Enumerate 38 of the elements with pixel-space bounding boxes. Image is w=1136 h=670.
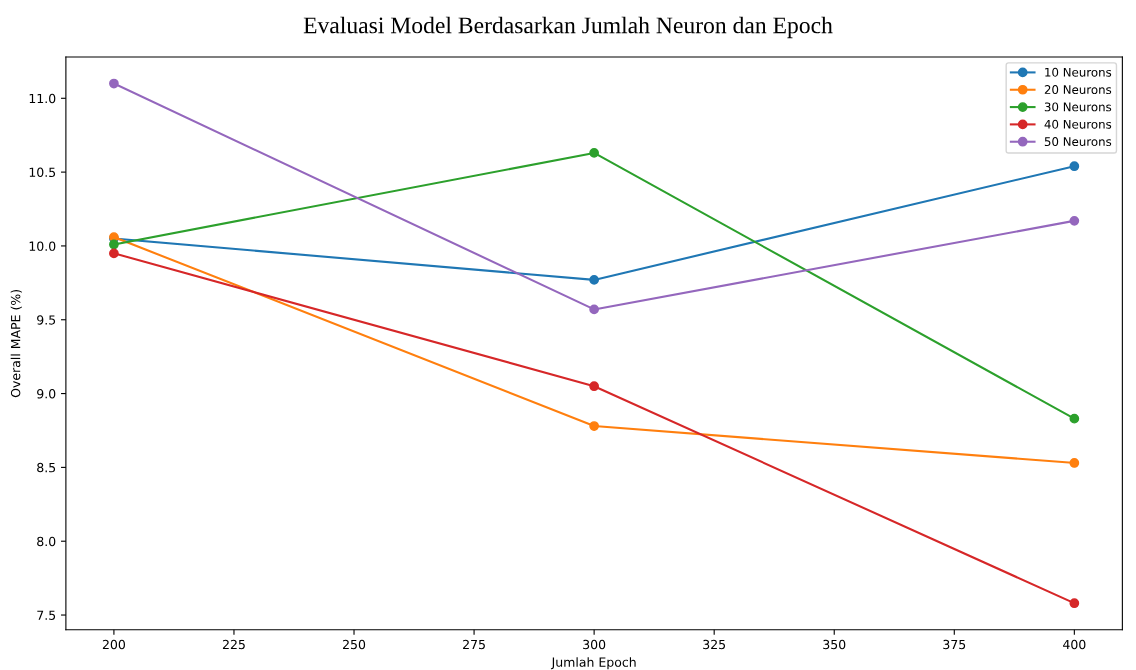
y-tick-label: 11.0 — [29, 93, 56, 104]
x-tick-label: 225 — [222, 639, 245, 650]
x-axis-title: Jumlah Epoch — [550, 657, 636, 670]
point — [1069, 598, 1080, 609]
point — [109, 248, 119, 259]
x-tick-label: 300 — [583, 639, 606, 650]
legend-label: 50 Neurons — [1044, 137, 1112, 147]
point — [589, 421, 599, 431]
x-tick-label: 275 — [463, 639, 485, 650]
y-axis-title: Overall MAPE (%) — [10, 289, 22, 398]
x-tick-label: 375 — [943, 639, 966, 650]
point — [1069, 458, 1080, 468]
point — [109, 78, 119, 89]
x-tick-label: 250 — [343, 639, 366, 650]
y-tick-label: 10.0 — [29, 241, 56, 251]
point — [589, 304, 599, 315]
y-tick-label: 8.0 — [37, 536, 56, 547]
y-tick-label: 10.5 — [29, 167, 56, 178]
legend-label: 10 Neurons — [1045, 67, 1112, 77]
x-tick-label: 400 — [1063, 639, 1086, 650]
legend-label: 30 Neurons — [1044, 102, 1112, 112]
chart-title: Evaluasi Model Berdasarkan Jumlah Neuron dan Epoch — [303, 16, 833, 39]
x-tick-label: 325 — [703, 639, 726, 650]
point — [109, 239, 119, 250]
legend-label: 40 Neurons — [1044, 119, 1112, 129]
y-tick-label: 9.5 — [37, 315, 56, 325]
point — [1069, 413, 1080, 424]
point — [589, 275, 599, 285]
legend-label: 20 Neurons — [1044, 85, 1112, 95]
y-tick-label: 7.5 — [37, 610, 56, 620]
y-tick-label: 8.5 — [37, 462, 56, 473]
point — [1069, 215, 1080, 226]
x-tick-label: 350 — [823, 639, 846, 650]
point — [589, 381, 599, 392]
x-tick-label: 200 — [102, 639, 126, 650]
point — [1069, 161, 1080, 172]
y-tick-label: 9.0 — [37, 389, 56, 399]
point — [589, 148, 599, 158]
